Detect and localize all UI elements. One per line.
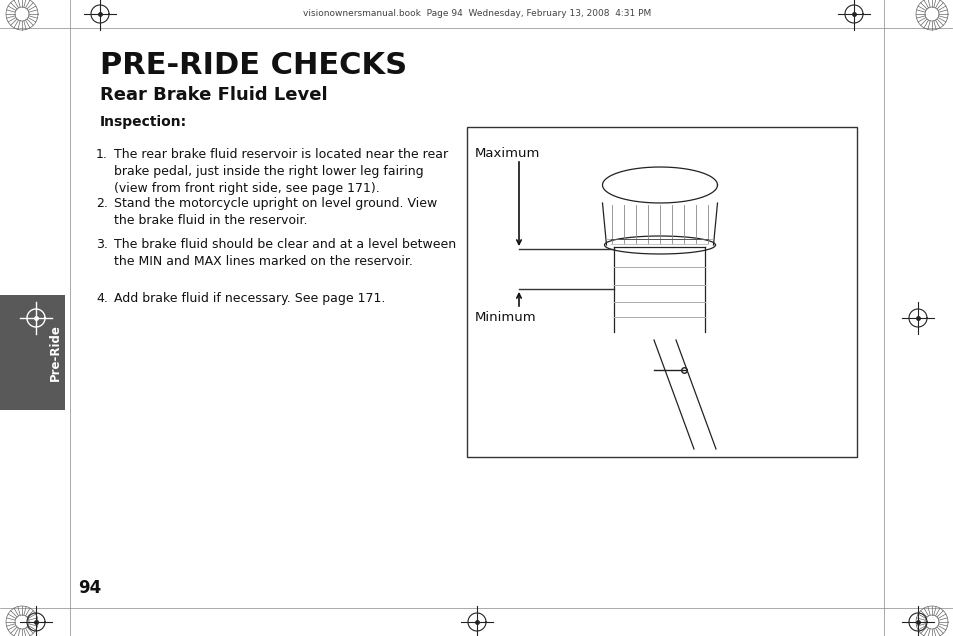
Text: PRE-RIDE CHECKS: PRE-RIDE CHECKS	[100, 50, 407, 80]
Text: Minimum: Minimum	[475, 311, 536, 324]
Text: Inspection:: Inspection:	[100, 115, 187, 129]
Bar	[0, 295, 65, 410]
Text: 3.: 3.	[96, 238, 108, 251]
Bar	[467, 127, 856, 457]
Text: 1.: 1.	[96, 148, 108, 161]
Text: 4.: 4.	[96, 292, 108, 305]
Text: 94: 94	[78, 579, 101, 597]
Text: Rear Brake Fluid Level: Rear Brake Fluid Level	[100, 86, 327, 104]
Text: The brake fluid should be clear and at a level between
the MIN and MAX lines mar: The brake fluid should be clear and at a…	[113, 238, 456, 268]
Text: Pre-Ride: Pre-Ride	[49, 324, 61, 381]
Text: 2.: 2.	[96, 197, 108, 210]
Text: Add brake fluid if necessary. See page 171.: Add brake fluid if necessary. See page 1…	[113, 292, 385, 305]
Text: The rear brake fluid reservoir is located near the rear
brake pedal, just inside: The rear brake fluid reservoir is locate…	[113, 148, 448, 195]
Text: Maximum: Maximum	[475, 147, 539, 160]
Text: Stand the motorcycle upright on level ground. View
the brake fluid in the reserv: Stand the motorcycle upright on level gr…	[113, 197, 436, 227]
Text: visionownersmanual.book  Page 94  Wednesday, February 13, 2008  4:31 PM: visionownersmanual.book Page 94 Wednesda…	[302, 10, 651, 18]
